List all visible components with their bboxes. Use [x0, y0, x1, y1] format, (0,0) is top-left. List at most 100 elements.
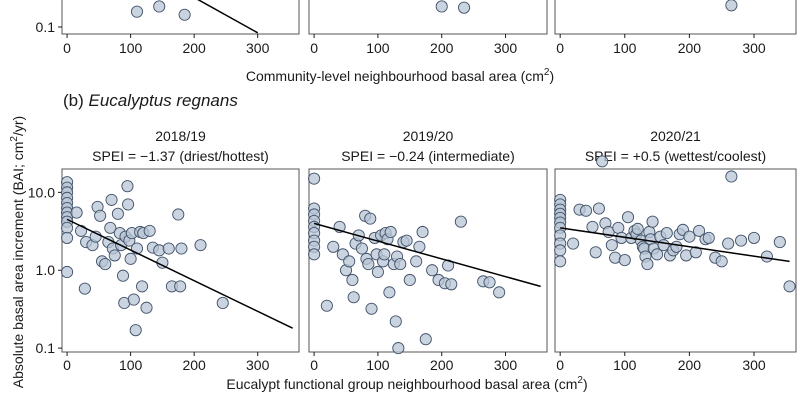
data-point [140, 301, 153, 314]
x-tick-label: 200 [182, 357, 206, 373]
x-tick-label: 300 [742, 357, 766, 373]
trend-line [560, 227, 790, 263]
top-section: 0.1 Community-level neighbourhood basal … [36, 0, 797, 84]
top-data-point [153, 0, 166, 13]
x-tick-label: 100 [613, 357, 637, 373]
data-point [194, 239, 207, 252]
data-point [670, 240, 683, 253]
data-point [347, 291, 360, 304]
y-axis-title: Absolute basal area increment (BAI; cm2/… [9, 116, 26, 388]
panel-2-title-spei: SPEI = −0.24 (intermediate) [341, 148, 515, 164]
data-point [111, 207, 124, 220]
panel-2-frame [308, 168, 548, 353]
data-point [651, 248, 664, 261]
data-point [61, 231, 74, 244]
data-point [371, 265, 384, 279]
data-point [416, 225, 429, 239]
panel-2-title-year: 2019/20 [403, 128, 454, 144]
y-tick-label: 10.0 [28, 184, 55, 200]
data-point [346, 273, 359, 287]
top-data-point [178, 8, 191, 21]
data-point [419, 333, 432, 346]
data-point [308, 172, 321, 185]
top-ytick-label: 0.1 [36, 19, 56, 35]
panels-container: 2018/19 SPEI = −1.37 (driest/hottest) 0 100… [28, 128, 797, 373]
top-x-tick-label: 100 [119, 40, 143, 56]
panel-3: 2020/21 SPEI = +0.5 (wettest/coolest) 0 100… [554, 128, 797, 373]
data-point [175, 242, 188, 255]
top-x-tick-label: 300 [246, 40, 270, 56]
data-point [389, 315, 402, 328]
data-point [589, 246, 602, 259]
x-tick-label: 0 [310, 357, 318, 373]
top-panel-3-frame [554, 0, 797, 35]
top-data-point [725, 0, 738, 12]
data-point [172, 208, 185, 221]
data-point [75, 224, 88, 237]
x-tick-label: 300 [246, 357, 270, 373]
section-b-heading: (b) Eucalyptus regnans [63, 91, 238, 110]
data-point [61, 265, 74, 279]
data-point [554, 244, 567, 257]
data-point [760, 250, 773, 263]
x-tick-label: 0 [63, 357, 71, 373]
data-point [105, 193, 118, 206]
data-point [400, 234, 413, 247]
data-point [410, 255, 423, 268]
data-point [362, 258, 375, 271]
data-point [403, 273, 416, 287]
data-point [143, 224, 156, 237]
data-point [483, 276, 496, 289]
data-point [689, 246, 702, 259]
data-point [621, 211, 635, 224]
data-point [454, 215, 467, 228]
x-tick-label: 0 [556, 357, 564, 373]
data-point [378, 248, 391, 261]
data-point [78, 282, 91, 295]
trend-line [66, 218, 293, 329]
data-point [596, 155, 609, 168]
data-point [383, 286, 396, 299]
x-tick-label: 100 [119, 357, 143, 373]
data-point [392, 342, 405, 355]
x-tick-label: 100 [366, 357, 390, 373]
top-x-tick-label: 300 [494, 40, 518, 56]
panel-2: 2019/20 SPEI = −0.24 (intermediate) 0 100 20… [308, 128, 548, 373]
data-point [99, 258, 112, 271]
top-x-tick-label: 200 [182, 40, 206, 56]
data-point [108, 249, 121, 262]
panel-1-title-year: 2018/19 [155, 128, 206, 144]
data-point [70, 206, 83, 219]
top-x-tick-label: 0 [63, 40, 71, 56]
data-point [94, 209, 107, 222]
data-point [394, 258, 407, 271]
data-point [327, 240, 340, 253]
data-point [631, 222, 644, 235]
data-point [693, 224, 706, 237]
panel-3-title-spei: SPEI = +0.5 (wettest/coolest) [585, 148, 766, 164]
panel-1-title-spei: SPEI = −1.37 (driest/hottest) [92, 148, 269, 164]
panel-3-frame [554, 168, 797, 353]
data-point [715, 255, 728, 268]
top-x-tick-label: 100 [613, 40, 637, 56]
top-x-tick-label: 200 [430, 40, 454, 56]
top-panel-1-frame [61, 0, 300, 35]
x-tick-label: 200 [430, 357, 454, 373]
data-point [773, 236, 786, 249]
panel-3-title-year: 2020/21 [650, 128, 701, 144]
data-point [216, 296, 229, 310]
data-point [129, 324, 142, 337]
data-point [683, 230, 696, 243]
data-point [124, 252, 137, 265]
data-point [586, 220, 599, 233]
data-point [612, 221, 625, 234]
data-point [579, 204, 593, 217]
data-point [445, 278, 458, 291]
data-point [365, 302, 378, 315]
data-point [618, 254, 631, 267]
data-point [343, 255, 356, 268]
x-tick-label: 300 [494, 357, 518, 373]
x-tick-label: 200 [678, 357, 702, 373]
top-x-tick-label: 200 [678, 40, 702, 56]
top-data-point [458, 1, 471, 14]
